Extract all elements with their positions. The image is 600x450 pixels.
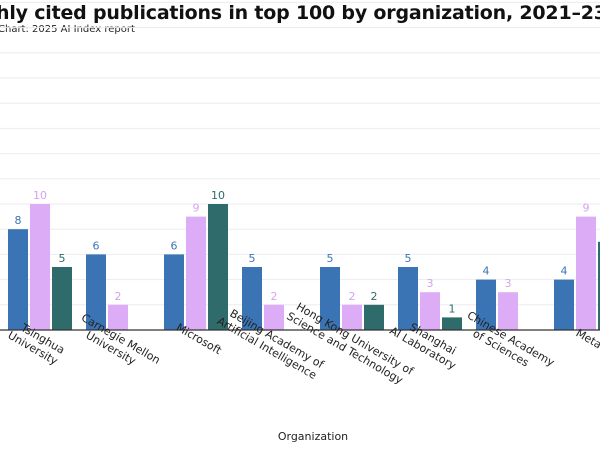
bar: [208, 204, 228, 330]
bar: [52, 267, 72, 330]
data-label: 9: [583, 202, 590, 215]
data-label: 4: [483, 265, 490, 278]
bar: [420, 292, 440, 330]
bar: [30, 204, 50, 330]
bar: [320, 267, 340, 330]
data-label: 5: [59, 252, 66, 265]
data-label: 10: [33, 189, 47, 202]
bar: [476, 279, 496, 330]
data-label: 5: [327, 252, 334, 265]
data-label: 6: [93, 239, 100, 252]
data-label: 5: [249, 252, 256, 265]
data-label: 10: [211, 189, 225, 202]
data-label: 9: [193, 202, 200, 215]
x-axis-title: Organization: [278, 430, 348, 443]
data-label: 2: [349, 290, 356, 303]
bar: [108, 304, 128, 330]
data-label: 6: [171, 239, 178, 252]
data-label: 8: [15, 214, 22, 227]
bar: [164, 254, 184, 330]
data-label: 2: [115, 290, 122, 303]
bar: [242, 267, 262, 330]
data-label: 5: [405, 252, 412, 265]
bar: [86, 254, 106, 330]
data-label: 1: [449, 302, 456, 315]
bar: [342, 304, 362, 330]
data-label: 2: [271, 290, 278, 303]
chart-title: hly cited publications in top 100 by org…: [0, 2, 600, 24]
bar: [554, 279, 574, 330]
bar: [364, 304, 384, 330]
chart-subtitle: Chart: 2025 AI Index report: [0, 24, 135, 35]
data-label: 3: [427, 277, 434, 290]
bar: [442, 317, 462, 330]
bar: [576, 216, 596, 330]
bar: [264, 304, 284, 330]
bar: [398, 267, 418, 330]
data-label: 3: [505, 277, 512, 290]
bar: [8, 229, 28, 330]
bar: [498, 292, 518, 330]
bar: [598, 241, 600, 330]
data-label: 2: [371, 290, 378, 303]
bar: [186, 216, 206, 330]
data-label: 4: [561, 265, 568, 278]
